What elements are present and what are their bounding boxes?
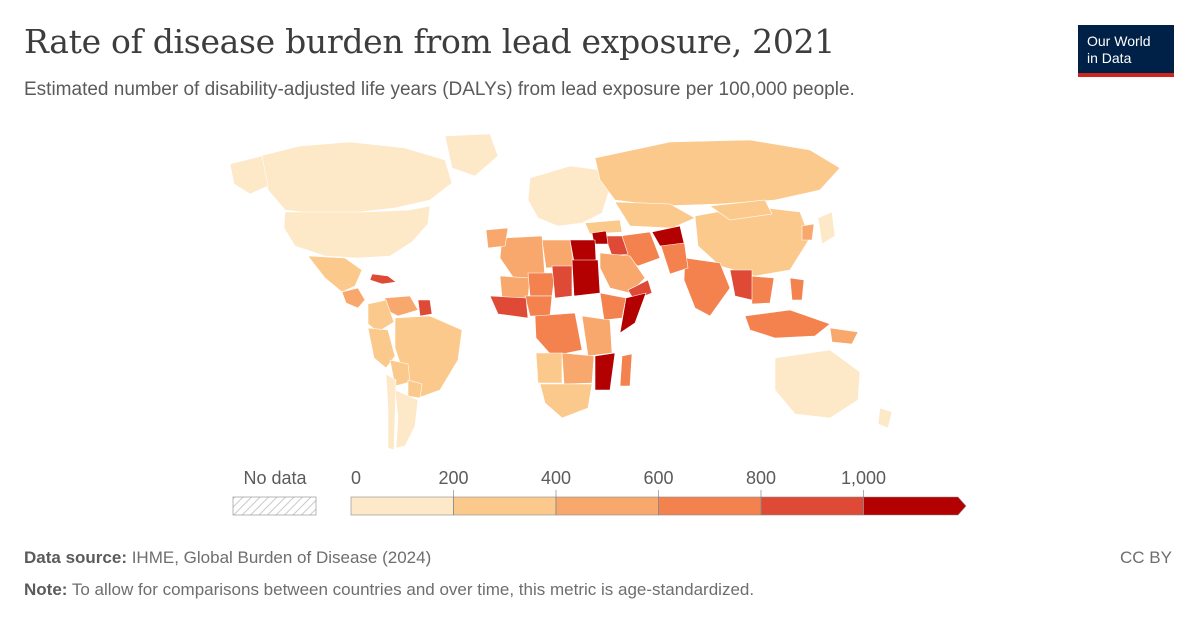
region-nigeria[interactable] — [524, 295, 553, 317]
region-mexico[interactable] — [307, 255, 363, 293]
region-myanmar-laos[interactable] — [729, 269, 753, 301]
chart-subtitle: Estimated number of disability-adjusted … — [24, 79, 855, 100]
region-niger[interactable] — [527, 272, 556, 297]
region-united-states[interactable] — [283, 205, 431, 259]
region-brazil[interactable] — [394, 315, 463, 399]
logo-line-1: Our World — [1087, 33, 1151, 49]
note-label: Note: — [24, 580, 68, 599]
legend-bin-4[interactable] — [658, 496, 762, 516]
region-canada[interactable] — [259, 141, 453, 215]
region-new-zealand[interactable] — [877, 407, 893, 429]
region-paraguay[interactable] — [407, 379, 423, 399]
region-australia[interactable] — [774, 349, 861, 419]
owid-logo[interactable]: Our World in Data — [1078, 25, 1174, 77]
region-congo-basin[interactable] — [534, 312, 583, 357]
legend-tick-label: 200 — [438, 468, 468, 488]
legend-tick-label: 800 — [746, 468, 776, 488]
region-alaska[interactable] — [229, 155, 269, 195]
color-legend: No data 0 200 400 600 800 1,000 — [232, 468, 967, 516]
region-mongolia[interactable] — [709, 199, 773, 221]
region-philippines[interactable] — [789, 277, 805, 301]
region-europe[interactable] — [527, 165, 611, 227]
data-source-text: IHME, Global Burden of Disease (2024) — [126, 548, 432, 567]
region-colombia[interactable] — [367, 299, 395, 333]
license-link[interactable]: CC BY — [1120, 548, 1172, 567]
region-afghanistan[interactable] — [651, 225, 685, 247]
region-caribbean[interactable] — [369, 273, 397, 285]
legend-bin-6[interactable] — [863, 496, 967, 516]
region-turkey[interactable] — [584, 219, 623, 235]
region-west-africa-coast[interactable] — [489, 295, 529, 319]
region-indonesia[interactable] — [744, 309, 831, 339]
legend-no-data-label: No data — [243, 468, 307, 488]
region-kenya-tanzania[interactable] — [581, 315, 613, 357]
note-text: To allow for comparisons between countri… — [67, 580, 755, 599]
region-angola[interactable] — [535, 352, 563, 384]
region-morocco[interactable] — [485, 227, 509, 249]
region-russia[interactable] — [594, 139, 841, 207]
region-guyana[interactable] — [417, 299, 433, 317]
region-madagascar[interactable] — [619, 353, 633, 387]
legend-no-data-swatch — [232, 496, 317, 516]
region-libya[interactable] — [541, 239, 575, 269]
region-greenland[interactable] — [444, 133, 499, 177]
logo-line-2: in Data — [1087, 50, 1132, 66]
region-kazakhstan[interactable] — [614, 201, 696, 229]
region-mozambique[interactable] — [594, 352, 616, 391]
chart-title: Rate of disease burden from lead exposur… — [24, 22, 835, 61]
chart-note: Note: To allow for comparisons between c… — [24, 580, 754, 600]
region-papua-new-guinea[interactable] — [829, 327, 859, 345]
data-source: Data source: IHME, Global Burden of Dise… — [24, 548, 431, 568]
legend-bin-5[interactable] — [760, 496, 864, 516]
region-argentina[interactable] — [394, 389, 419, 449]
region-somalia[interactable] — [619, 292, 647, 334]
region-ethiopia[interactable] — [599, 292, 627, 321]
region-sudan[interactable] — [571, 259, 601, 297]
region-central-america[interactable] — [341, 287, 366, 309]
legend-tick-label: 1,000 — [841, 468, 886, 488]
legend-tick-label: 0 — [351, 468, 361, 488]
world-map[interactable] — [190, 128, 1010, 463]
legend-tick-label: 600 — [643, 468, 673, 488]
region-chad[interactable] — [551, 265, 573, 299]
region-japan[interactable] — [817, 211, 836, 245]
legend-bin-1[interactable] — [350, 496, 454, 516]
data-source-label: Data source: — [24, 548, 127, 567]
legend-bin-3[interactable] — [555, 496, 659, 516]
region-southern-africa[interactable] — [539, 383, 593, 419]
region-korea[interactable] — [801, 223, 815, 241]
region-india[interactable] — [683, 257, 731, 317]
legend-bin-2[interactable] — [453, 496, 557, 516]
region-chile[interactable] — [385, 373, 397, 451]
region-egypt[interactable] — [569, 239, 597, 263]
region-zambia-zimbabwe[interactable] — [561, 352, 595, 385]
region-mali[interactable] — [499, 275, 531, 299]
legend-tick-label: 400 — [541, 468, 571, 488]
region-iraq[interactable] — [604, 235, 629, 257]
region-southeast-asia[interactable] — [749, 275, 775, 305]
